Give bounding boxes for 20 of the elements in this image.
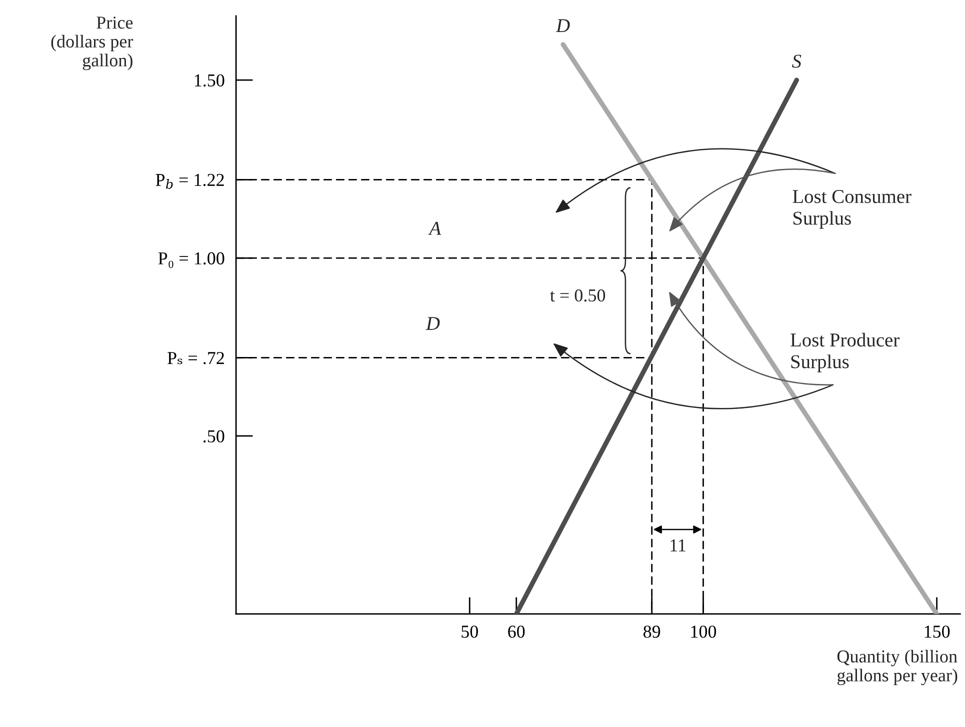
y-tick-label: .50 [204,430,224,443]
annotation: Lost Consumer Surplus [792,190,912,229]
x-axis-title: Quantity (billion gallons per year) [837,650,958,686]
y-tick-label: P$_{b}$ = 1.22 [156,174,224,189]
x-tick-label: 60 [508,626,525,638]
annotation: 11 [670,539,686,552]
x-tick-label: 100 [691,626,716,638]
x-tick-label: 150 [924,626,950,638]
x-tick-label: 50 [462,626,478,638]
x-tick-label: 89 [643,626,660,638]
y-axis-title: Price (dollars per gallon) [51,16,134,70]
series-label: S [792,54,802,68]
annotation: t = 0.50 [550,289,606,302]
annotation: A [428,222,442,235]
y-tick-label: 1.50 [194,74,224,87]
annotation: Lost Producer Surplus [790,332,900,372]
y-tick-label: P₀ = 1.00 [158,252,224,268]
series-label: D [556,19,570,32]
annotation: D [426,317,440,330]
y-tick-label: Pₛ = .72 [168,352,224,364]
